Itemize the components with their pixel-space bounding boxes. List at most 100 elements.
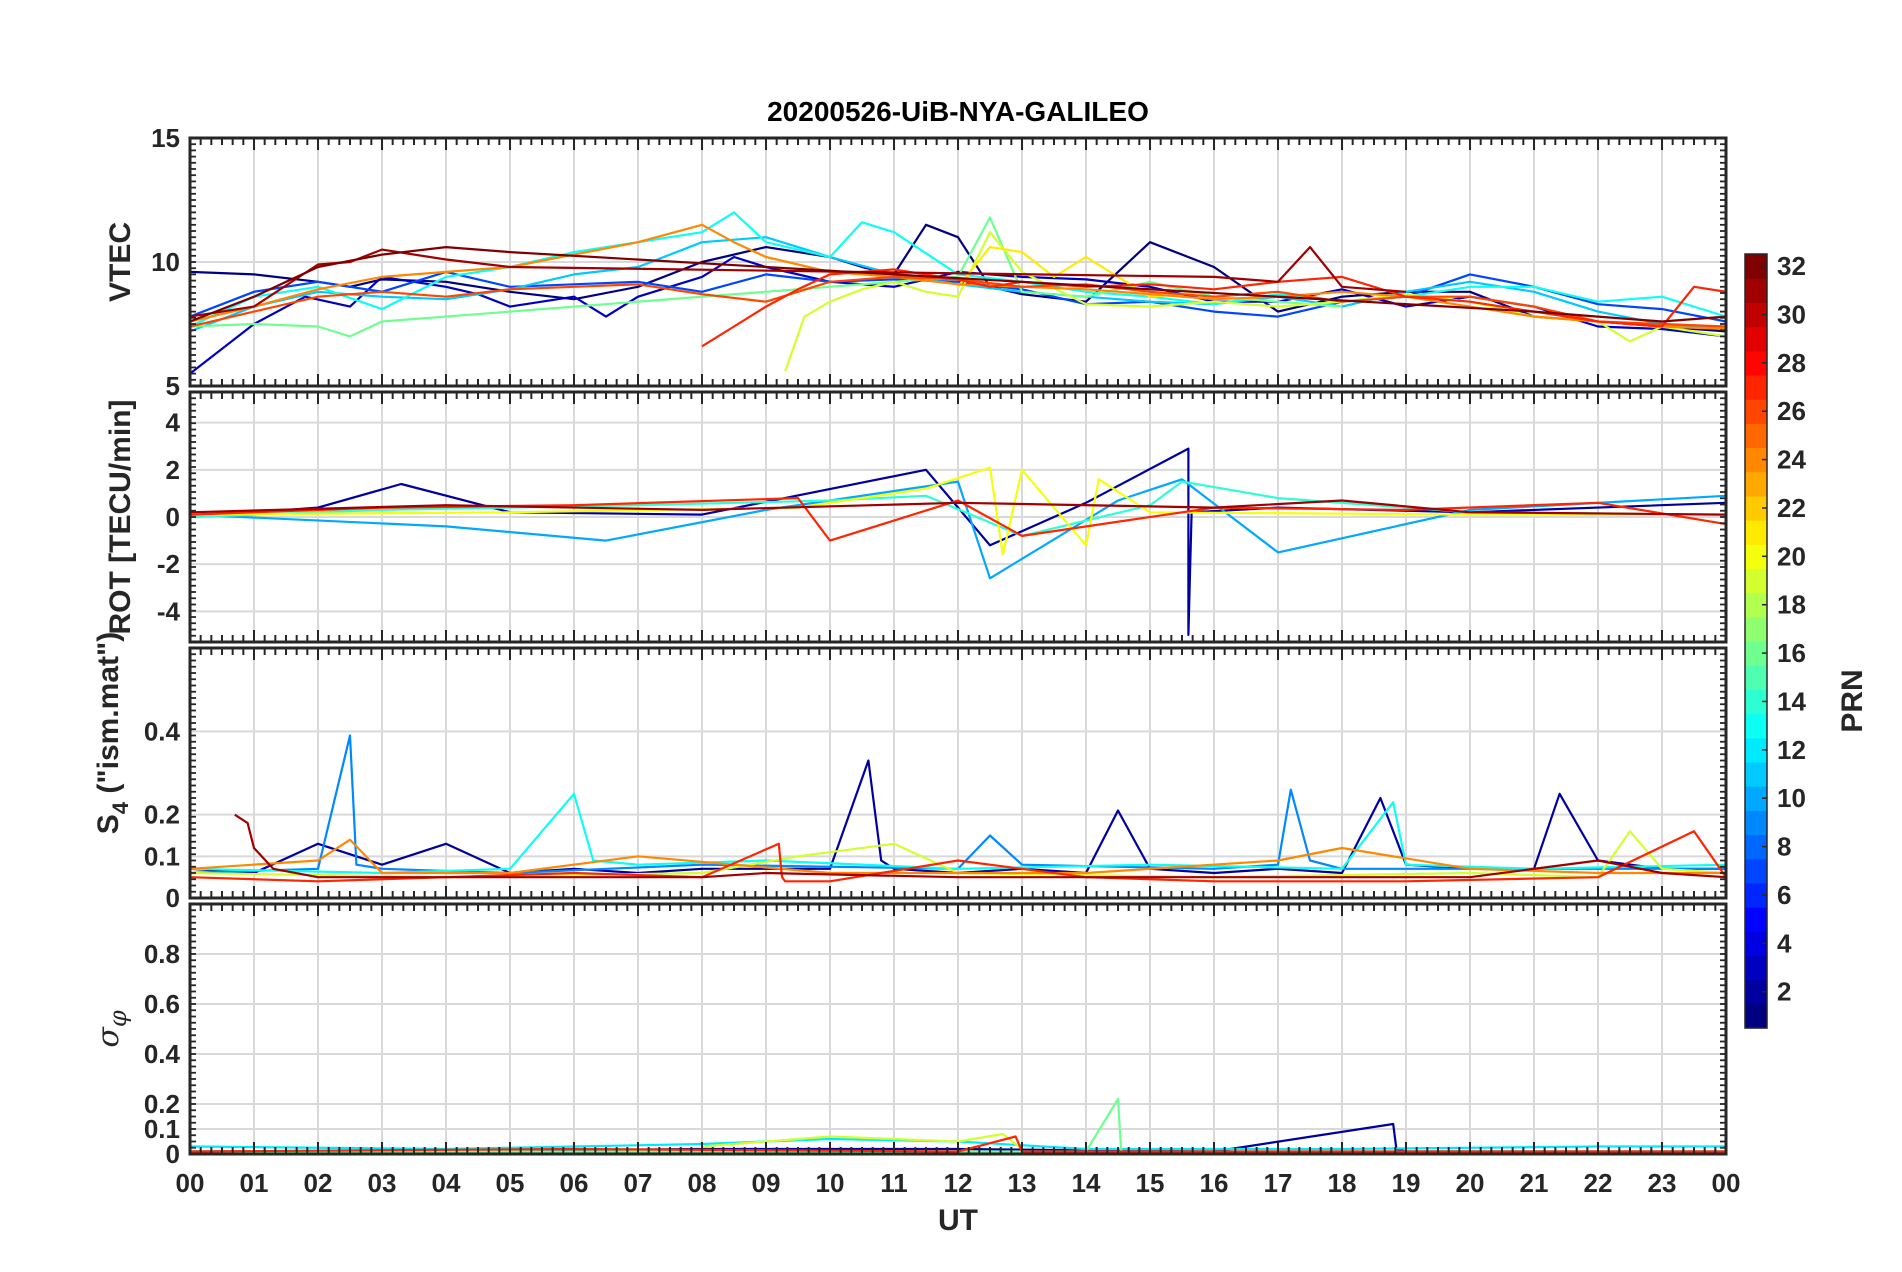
series-line-prn-27	[190, 830, 1726, 883]
y-tick-label: 10	[151, 247, 180, 277]
colorbar-tick-label: 2	[1777, 977, 1791, 1007]
chart-title: 20200526-UiB-NYA-GALILEO	[767, 96, 1149, 127]
series-line-prn-13	[190, 211, 1726, 328]
colorbar-segment	[1745, 641, 1767, 666]
series-line-prn-24	[190, 838, 1726, 875]
colorbar-tick-label: 4	[1777, 928, 1792, 958]
y-tick-label: -2	[157, 549, 180, 579]
colorbar-segment	[1745, 544, 1767, 570]
y-tick-label: 0.1	[144, 841, 180, 871]
colorbar-segment	[1745, 955, 1767, 981]
y-tick-label: 15	[151, 123, 180, 153]
colorbar-tick-label: 28	[1777, 348, 1806, 378]
colorbar-tick-label: 14	[1777, 686, 1806, 716]
colorbar-segment	[1745, 278, 1767, 303]
colorbar-segment	[1745, 350, 1767, 376]
colorbar-tick-label: 12	[1777, 735, 1806, 765]
colorbar-label: PRN	[1836, 669, 1869, 732]
colorbar-segment	[1745, 399, 1767, 424]
series-line-prn-13	[190, 792, 1726, 875]
colorbar-segment	[1745, 931, 1767, 957]
y-tick-label: 0.6	[144, 989, 180, 1019]
panel-s4: 0 0.1 0.2 0.4 S4 ("ism.mat")	[92, 632, 1728, 913]
y-tick-label: 0.2	[144, 800, 180, 830]
x-tick-label: 17	[1264, 1168, 1293, 1198]
colorbar-tick-label: 24	[1777, 445, 1806, 475]
colorbar-tick-label: 16	[1777, 638, 1806, 668]
y-tick-label: 0.8	[144, 939, 180, 969]
colorbar-tick-label: 8	[1777, 832, 1791, 862]
colorbar-segment	[1745, 882, 1767, 908]
colorbar-segment	[1745, 665, 1767, 690]
x-tick-label: 00	[176, 1168, 205, 1198]
colorbar-segment	[1745, 423, 1767, 449]
x-tick-label: 00	[1712, 1168, 1741, 1198]
x-tick-label: 01	[240, 1168, 269, 1198]
colorbar-segment	[1745, 979, 1767, 1005]
colorbar-segment	[1745, 858, 1767, 884]
x-tick-label: 21	[1520, 1168, 1549, 1198]
y-tick-label: 0.2	[144, 1089, 180, 1119]
x-tick-label: 06	[560, 1168, 589, 1198]
colorbar-tick-label: 18	[1777, 590, 1806, 620]
colorbar-segment	[1745, 374, 1767, 400]
series-line-prn-9	[190, 734, 1726, 875]
x-tick-label: 03	[368, 1168, 397, 1198]
y-tick-label: 0	[166, 502, 180, 532]
x-tick-label: 04	[432, 1168, 461, 1198]
series-line-prn-31	[234, 813, 1726, 879]
colorbar-segment	[1745, 689, 1767, 715]
y-tick-label: 0	[166, 883, 180, 913]
series-group	[190, 447, 1726, 637]
y-tick-label: 0	[166, 1139, 180, 1169]
x-axis-label: UT	[938, 1204, 978, 1237]
y-tick-label: 2	[166, 455, 180, 485]
colorbar-segment	[1745, 786, 1767, 811]
colorbar-tick-label: 10	[1777, 783, 1806, 813]
x-tick-label: 11	[880, 1168, 908, 1198]
series-line-prn-21	[957, 246, 1215, 298]
y-tick-label: 5	[166, 371, 180, 401]
series-group	[190, 734, 1726, 883]
colorbar-segment	[1745, 737, 1767, 763]
y-axis-label: VTEC	[104, 222, 137, 302]
series-line-prn-19	[190, 830, 1726, 879]
series-line-prn-10	[190, 478, 1726, 580]
x-tick-label: 13	[1008, 1168, 1037, 1198]
colorbar-segment	[1745, 907, 1767, 932]
series-line-prn-1	[190, 223, 1726, 333]
x-tick-label: 18	[1328, 1168, 1357, 1198]
x-tick-label: 23	[1648, 1168, 1677, 1198]
colorbar-segment	[1745, 713, 1767, 739]
colorbar-segment	[1745, 520, 1767, 545]
colorbar-segment	[1745, 568, 1767, 594]
x-tick-label: 05	[496, 1168, 525, 1198]
x-tick-label: 14	[1072, 1168, 1101, 1198]
colorbar-segment	[1745, 1003, 1767, 1029]
x-tick-label: 02	[304, 1168, 333, 1198]
series-line-prn-24	[190, 223, 1726, 331]
x-tick-label: 15	[1136, 1168, 1165, 1198]
x-tick-label: 20	[1456, 1168, 1485, 1198]
series-line-prn-31	[190, 499, 1726, 516]
panel-vtec: 5 10 15 VTEC	[104, 123, 1728, 401]
x-tick-label: 07	[624, 1168, 653, 1198]
y-tick-label: 0.4	[144, 1039, 181, 1069]
colorbar-segment	[1745, 810, 1767, 836]
x-tick-label: 19	[1392, 1168, 1421, 1198]
y-axis-label: ROT [TECU/min]	[104, 400, 137, 635]
series-line-prn-19	[701, 1132, 1023, 1150]
panel-sigma_phi: 00.10.2 0.4 0.6 0.8 σφ 00 01 02 03 04 05 06 07 08 09 10…	[91, 902, 1741, 1198]
y-axis-label: S4 ("ism.mat")	[92, 632, 133, 834]
x-tick-label: 09	[752, 1168, 781, 1198]
colorbar-tick-label: 6	[1777, 880, 1791, 910]
colorbar-segment	[1745, 471, 1767, 497]
colorbar-segment	[1745, 592, 1767, 618]
colorbar-segment	[1745, 761, 1767, 787]
colorbar-segment	[1745, 616, 1767, 642]
colorbar-segment	[1745, 495, 1767, 521]
x-tick-label: 16	[1200, 1168, 1229, 1198]
series-line-prn-32	[190, 246, 1726, 323]
